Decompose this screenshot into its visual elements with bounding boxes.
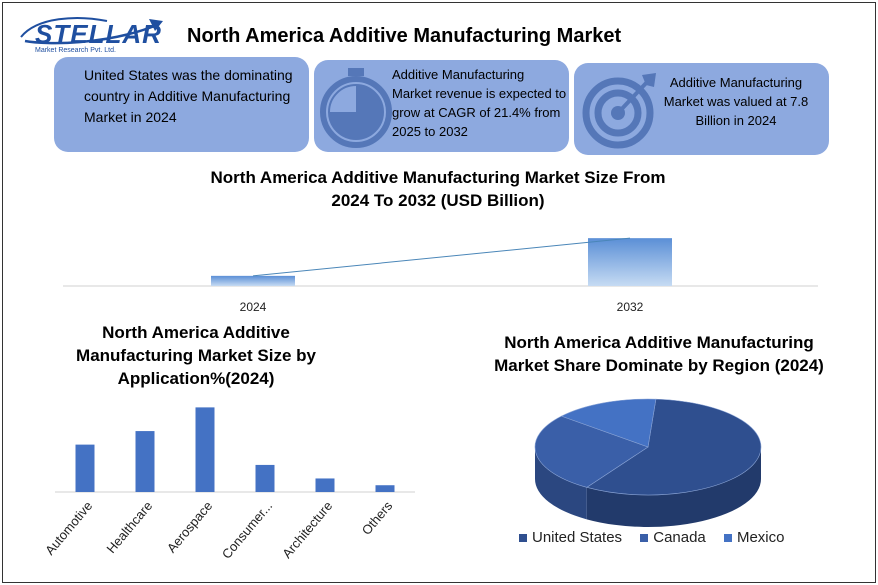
tick-label-architecture: Architecture bbox=[279, 498, 335, 561]
legend-swatch-united-states bbox=[519, 534, 527, 543]
logo-swoosh-icon bbox=[20, 17, 163, 45]
logo-subtitle: Market Research Pvt. Ltd. bbox=[35, 47, 116, 54]
chart-region-share bbox=[534, 398, 762, 527]
bar-healthcare bbox=[135, 431, 155, 492]
pie-slice-united-states bbox=[586, 398, 762, 496]
info-card-2: Additive Manufacturing Market revenue is… bbox=[314, 60, 569, 152]
target-icon bbox=[582, 73, 656, 149]
logo-word: STELLAR bbox=[35, 19, 162, 49]
pie-side-united-states bbox=[586, 447, 761, 527]
legend-label-united-states: United States bbox=[532, 529, 623, 546]
info-card-3: Additive Manufacturing Market was valued… bbox=[574, 63, 829, 155]
bar-consumer bbox=[255, 464, 275, 492]
pie-slice-canada bbox=[534, 415, 649, 488]
pie-slice-mexico bbox=[560, 398, 657, 448]
chart-market-size: 2024 2032 bbox=[63, 237, 818, 314]
info-card-1: United States was the dominating country… bbox=[54, 57, 309, 152]
bar-aerospace bbox=[195, 407, 215, 492]
tick-label-consumer: Consumer... bbox=[219, 498, 276, 561]
tick-label-2032: 2032 bbox=[617, 300, 644, 314]
page-title: North America Additive Manufacturing Mar… bbox=[187, 25, 622, 47]
legend-label-mexico: Mexico bbox=[736, 529, 785, 546]
tick-label-2024: 2024 bbox=[240, 300, 267, 314]
bar-2032 bbox=[588, 238, 672, 286]
logo: STELLAR Market Research Pvt. Ltd. bbox=[17, 15, 167, 55]
tick-label-others: Others bbox=[359, 498, 396, 538]
chart-application: Automotive Healthcare Aerospace Consumer...… bbox=[42, 407, 415, 562]
legend-swatch-canada bbox=[640, 534, 649, 543]
stopwatch-icon bbox=[320, 68, 392, 148]
tick-label-aerospace: Aerospace bbox=[164, 498, 215, 555]
bar-others bbox=[375, 485, 395, 492]
legend-item-united-states: United States bbox=[519, 529, 626, 546]
pie-side-canada bbox=[535, 447, 587, 520]
chart-region-title: North America Additive Manufacturing Mar… bbox=[494, 333, 824, 375]
legend-item-mexico: Mexico bbox=[723, 529, 785, 546]
legend-item-canada: Canada bbox=[640, 529, 710, 546]
bar-automotive bbox=[75, 444, 95, 492]
tick-label-healthcare: Healthcare bbox=[103, 498, 155, 556]
info-card-2-text: Additive Manufacturing Market revenue is… bbox=[392, 67, 567, 139]
chart-market-size-title: North America Additive Manufacturing Mar… bbox=[210, 168, 666, 210]
bar-architecture bbox=[315, 478, 335, 492]
bar-2024 bbox=[211, 275, 295, 286]
tick-label-automotive: Automotive bbox=[42, 498, 95, 557]
legend-swatch-mexico bbox=[723, 534, 732, 543]
info-card-3-text: Additive Manufacturing Market was valued… bbox=[663, 75, 809, 128]
chart-application-title: North America Additive Manufacturing Mar… bbox=[76, 323, 316, 388]
info-card-1-text: United States was the dominating country… bbox=[84, 67, 293, 125]
chart-region-legend: United States Canada Mexico bbox=[519, 529, 859, 549]
trend-line bbox=[252, 237, 631, 277]
legend-label-canada: Canada bbox=[653, 529, 706, 546]
